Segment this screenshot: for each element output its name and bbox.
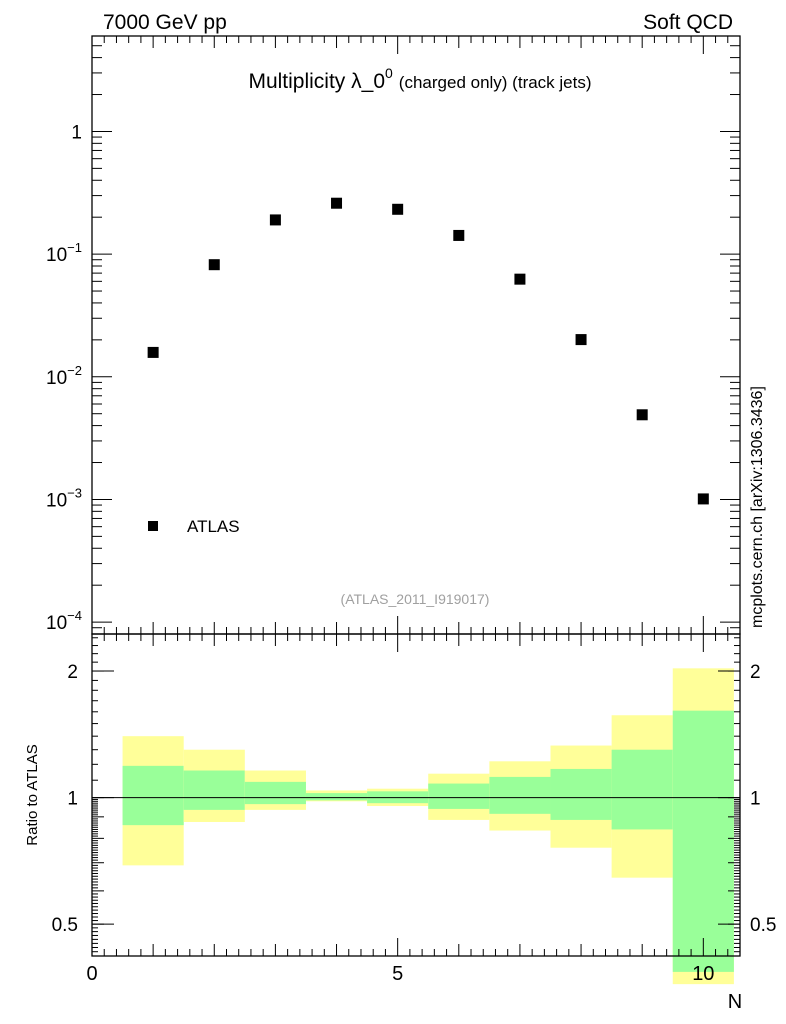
chart-title-main: Multiplicity λ_0 [248,70,385,93]
data-point [453,229,465,241]
legend-marker [148,521,158,531]
main-ytick-label: 1 [71,122,82,143]
xtick-label: 0 [86,963,97,985]
data-point [636,409,648,421]
header-left: 7000 GeV pp [103,11,227,34]
main-ytick-label: 10−2 [46,363,82,389]
ratio-stat-band [428,783,490,809]
ratio-stat-band [244,781,306,805]
watermark: (ATLAS_2011_I919017) [341,591,490,607]
chart-title-sup: 0 [385,65,393,81]
data-point [392,203,404,215]
side-label: mcplots.cern.ch [arXiv:1306.3436] [749,386,766,628]
main-ytick-label: 10−1 [46,240,82,266]
ratio-plot-frame [91,633,741,957]
ratio-ytick-label-left: 1 [67,789,78,810]
data-points [147,197,709,505]
xtick-label: 5 [392,963,403,985]
ratio-ytick-label-right: 0.5 [750,915,776,936]
main-ytick-label: 10−4 [46,608,82,634]
ratio-stat-band [305,793,368,801]
data-point [208,259,220,271]
chart-title: Multiplicity λ_00 (charged only) (track j… [248,65,591,93]
data-point [575,334,587,346]
header-right: Soft QCD [643,11,733,34]
xlabel: N [728,991,742,1013]
data-point [697,493,709,505]
xtick-label: 10 [692,963,714,985]
ratio-ytick-label-left: 0.5 [52,915,78,936]
ratio-ytick-label-left: 2 [67,662,78,683]
main-plot-frame [91,35,741,635]
ratio-ytick-label-right: 2 [750,662,761,683]
data-point [269,214,281,226]
data-point [331,197,343,209]
tick-labels: 1 10−1 10−2 10−3 10−4 0 5 10 2 2 1 1 0.5 0.5 [46,122,776,985]
main-axis-ticks [91,35,741,635]
chart-title-small: (charged only) (track jets) [399,73,592,92]
data-point [147,346,159,358]
ratio-stat-band [550,768,612,820]
ratio-stat-band [672,710,734,972]
ratio-bands [92,668,740,985]
ratio-stat-band [611,749,673,830]
ratio-stat-band [122,765,184,826]
ratio-stat-band [183,770,245,810]
legend-label: ATLAS [187,517,240,536]
main-ytick-label: 10−3 [46,485,82,511]
ratio-ytick-label-right: 1 [750,789,761,810]
ratio-ylabel: Ratio to ATLAS [24,744,41,845]
data-point [514,273,526,285]
ratio-stat-band [489,776,551,814]
